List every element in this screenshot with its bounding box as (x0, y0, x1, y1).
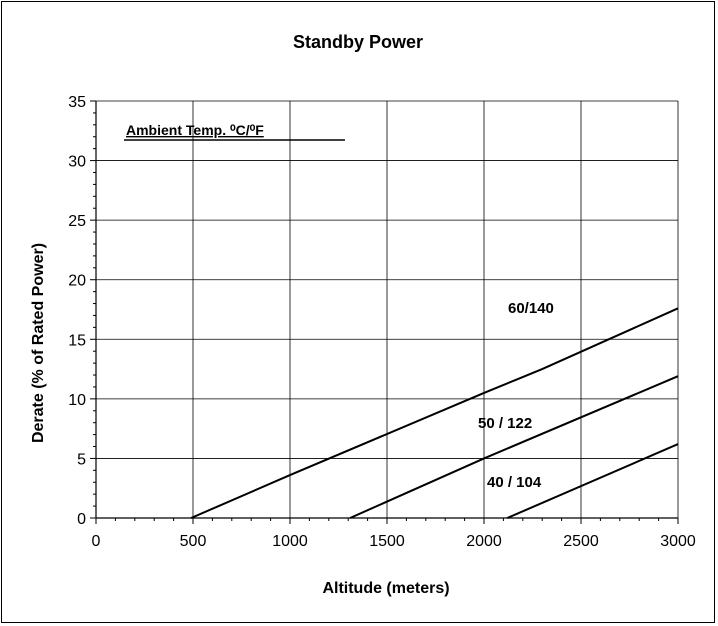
grid (96, 100, 679, 518)
series-label-60-140: 60/140 (508, 300, 554, 317)
y-tick-label: 25 (68, 213, 86, 230)
y-tick-label: 5 (77, 451, 86, 468)
x-tick-label: 3000 (660, 533, 696, 550)
series-label-50-122: 50 / 122 (478, 415, 532, 432)
x-tick-label: 1500 (369, 533, 405, 550)
y-axis-title: Derate (% of Rated Power) (30, 243, 47, 443)
axes: 0 5 10 15 20 25 30 35 0 500 1000 1500 2000 2500 3000 (68, 94, 696, 550)
series-lines (190, 307, 679, 519)
series-label-40-104: 40 / 104 (487, 474, 542, 491)
y-tick-label: 0 (77, 511, 86, 528)
series-line-1 (349, 375, 679, 519)
x-tick-label: 500 (180, 533, 207, 550)
y-tick-label: 15 (68, 332, 86, 349)
x-tick-label: 1000 (272, 533, 308, 550)
chart-title: Standby Power (293, 32, 423, 52)
y-tick-label: 20 (68, 273, 86, 290)
y-tick-label: 35 (68, 94, 86, 111)
x-tick-label: 2000 (466, 533, 502, 550)
y-tick-label: 30 (68, 154, 86, 171)
y-tick-label: 10 (68, 392, 86, 409)
legend-title: Ambient Temp. ⁰C/⁰F (126, 122, 264, 138)
series-line-0 (190, 307, 679, 519)
x-tick-label: 2500 (563, 533, 599, 550)
series-line-2 (506, 443, 679, 519)
x-tick-label: 0 (92, 533, 101, 550)
x-axis-title: Altitude (meters) (322, 580, 449, 597)
